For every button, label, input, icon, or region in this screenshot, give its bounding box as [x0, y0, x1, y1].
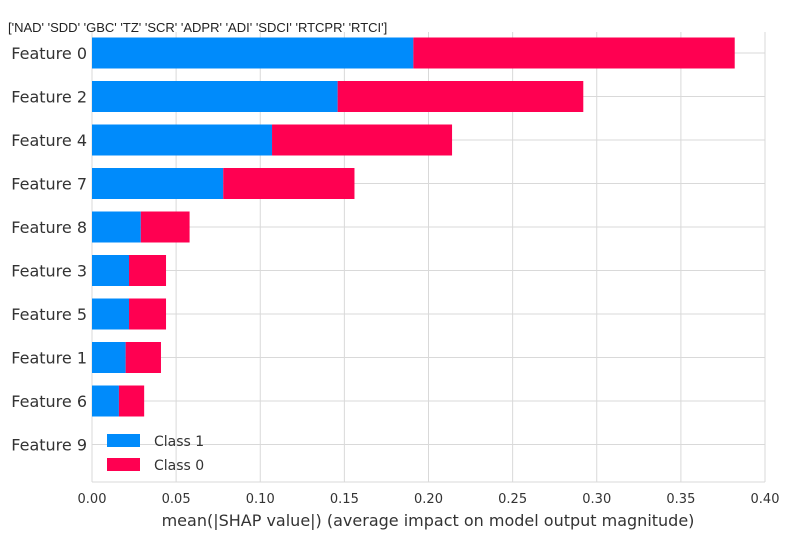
y-tick-label: Feature 0	[11, 44, 87, 63]
bar-segment-class-1	[92, 37, 414, 69]
bar-segment-class-1	[92, 255, 130, 286]
x-tick-label: 0.10	[246, 492, 275, 507]
legend-label-class-0: Class 0	[154, 458, 204, 474]
bar-segment-class-1	[92, 385, 119, 417]
bar-segment-class-0	[129, 255, 167, 286]
bar-segment-class-0	[125, 342, 161, 373]
x-tick-label: 0.40	[751, 492, 780, 507]
y-tick-label: Feature 3	[11, 262, 87, 281]
y-tick-label: Feature 2	[11, 88, 87, 107]
x-tick-label: 0.35	[666, 492, 695, 507]
legend: Class 1 Class 0	[107, 434, 204, 474]
legend-swatch-class-0	[107, 458, 140, 471]
y-tick-label: Feature 6	[11, 392, 87, 411]
bar-segment-class-0	[140, 211, 190, 243]
bar-segment-class-1	[92, 342, 126, 373]
bar-segment-class-1	[92, 168, 224, 199]
y-tick-label: Feature 5	[11, 305, 87, 324]
legend-swatch-class-1	[107, 434, 140, 447]
y-tick-label: Feature 4	[11, 131, 87, 150]
bars	[92, 37, 735, 417]
bar-segment-class-0	[337, 81, 584, 112]
bar-segment-class-1	[92, 124, 273, 156]
x-tick-label: 0.15	[330, 492, 359, 507]
bar-segment-class-0	[413, 37, 735, 69]
bar-segment-class-0	[129, 298, 167, 330]
bar-segment-class-0	[118, 385, 145, 417]
x-axis-label: mean(|SHAP value|) (average impact on mo…	[162, 511, 695, 530]
chart-title: ['NAD' 'SDD' 'GBC' 'TZ' 'SCR' 'ADPR' 'AD…	[8, 20, 387, 35]
y-tick-label: Feature 7	[11, 175, 87, 194]
legend-label-class-1: Class 1	[154, 434, 204, 450]
y-tick-label: Feature 8	[11, 218, 87, 237]
bar-segment-class-1	[92, 211, 141, 243]
bar-segment-class-0	[223, 168, 355, 199]
y-axis-labels: Feature 0 Feature 2 Feature 4 Feature 7 Feat…	[11, 44, 87, 455]
x-tick-label: 0.30	[582, 492, 611, 507]
y-tick-label: Feature 1	[11, 349, 87, 368]
bar-segment-class-1	[92, 81, 338, 112]
y-tick-label: Feature 9	[11, 436, 87, 455]
x-axis-ticks: 0.00 0.05 0.10 0.15 0.20 0.25 0.30 0.35 0.40	[78, 492, 780, 507]
x-tick-label: 0.05	[162, 492, 191, 507]
x-tick-label: 0.25	[498, 492, 527, 507]
x-tick-label: 0.20	[414, 492, 443, 507]
bar-segment-class-1	[92, 298, 130, 330]
bar-segment-class-0	[272, 124, 453, 156]
x-tick-label: 0.00	[78, 492, 107, 507]
